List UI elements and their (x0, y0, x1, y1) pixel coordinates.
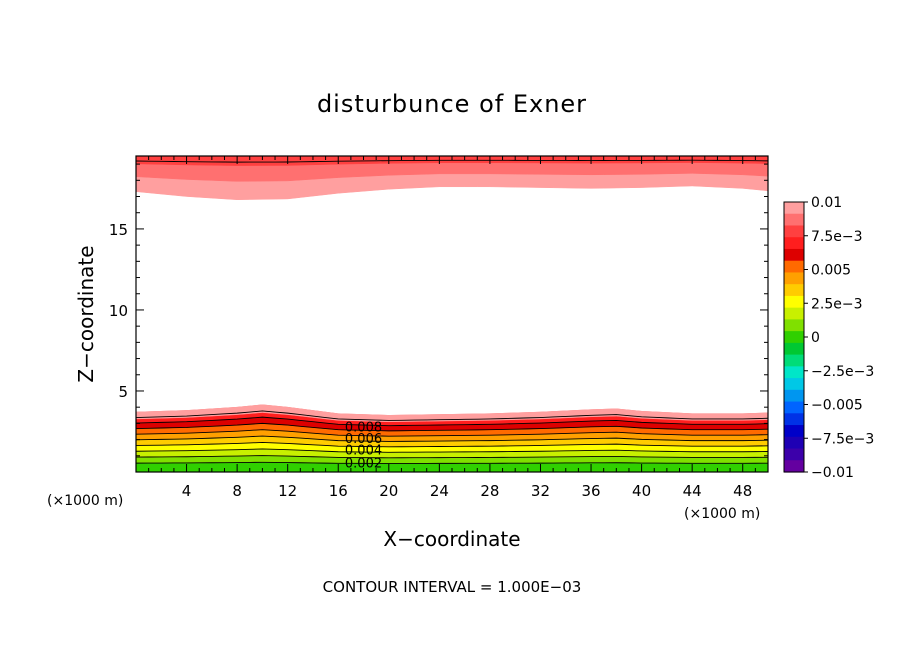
colorbar-label: 0 (811, 330, 820, 346)
colorbar-swatch (784, 366, 804, 379)
y-tick-label: 5 (118, 383, 128, 401)
colorbar-swatch (784, 284, 804, 297)
x-unit-left: (×1000 m) (47, 493, 123, 509)
contour-line (136, 410, 768, 421)
x-tick-label: 28 (480, 482, 499, 500)
contour-line (136, 159, 768, 163)
contour-line (136, 416, 768, 427)
colorbar-swatch (784, 319, 804, 332)
x-tick-label: 24 (430, 482, 449, 500)
colorbar-label: −0.005 (811, 398, 863, 414)
colorbar-swatch (784, 237, 804, 250)
contour-line (136, 448, 768, 453)
colorbar-swatch (784, 331, 804, 344)
colorbar-swatch (784, 389, 804, 403)
colorbar-swatch (784, 202, 804, 215)
x-axis-label: X−coordinate (383, 527, 520, 551)
contour-label: 0.004 (345, 443, 382, 458)
contour-label: 0.006 (345, 432, 382, 447)
x-tick-label: 44 (683, 482, 702, 500)
colorbar-label: 0.01 (811, 195, 842, 211)
contour-band (136, 404, 768, 423)
contour-line (136, 429, 768, 437)
colorbar-label: −7.5e−3 (811, 431, 874, 447)
colorbar-label: −2.5e−3 (811, 364, 874, 380)
x-tick-label: 8 (232, 482, 242, 500)
contour-line (136, 435, 768, 442)
x-tick-label: 48 (733, 482, 752, 500)
colorbar-swatch (784, 295, 804, 309)
colorbar-swatch (784, 272, 804, 285)
contour-line (136, 455, 768, 459)
colorbar-swatch (784, 401, 804, 414)
colorbar-swatch (784, 225, 804, 238)
colorbar-label: 7.5e−3 (811, 229, 863, 245)
colorbar-swatch (784, 378, 804, 391)
x-tick-label: 16 (329, 482, 348, 500)
colorbar-swatch (784, 413, 804, 426)
contour-line (136, 441, 768, 448)
colorbar: 0.01 7.5e−3 0.005 2.5e−3 0 −2.5e−3 −0.005 −7.5e… (783, 195, 874, 481)
colorbar-swatch (784, 260, 804, 274)
colorbar-swatch (784, 354, 804, 367)
colorbar-swatch (784, 436, 804, 450)
y-tick-label: 15 (109, 221, 128, 239)
colorbar-swatch (784, 425, 804, 438)
contour-label: 0.008 (345, 421, 382, 436)
colorbar-swatch (784, 213, 804, 227)
colorbar-label: 2.5e−3 (811, 296, 863, 312)
contour-label: 0.002 (345, 456, 382, 471)
contour-lines (136, 159, 768, 464)
contour-line (136, 422, 768, 432)
contour-interval-note: CONTOUR INTERVAL = 1.000E−03 (323, 578, 582, 596)
x-tick-label: 12 (278, 482, 297, 500)
colorbar-swatch (784, 460, 804, 473)
x-unit-right: (×1000 m) (684, 506, 760, 522)
x-tick-label: 32 (531, 482, 550, 500)
x-tick-label: 20 (379, 482, 398, 500)
x-tick-label: 4 (182, 482, 192, 500)
colorbar-swatch (784, 307, 804, 320)
contour-band (136, 156, 768, 166)
contour-line (136, 461, 768, 464)
colorbar-swatch (784, 342, 804, 356)
colorbar-swatch (784, 448, 804, 461)
x-tick-label: 36 (581, 482, 600, 500)
colorbar-label: 0.005 (811, 263, 851, 279)
colorbar-label: −0.01 (811, 465, 854, 481)
y-tick-label: 10 (109, 302, 128, 320)
x-tick-label: 40 (632, 482, 651, 500)
colorbar-swatch (784, 248, 804, 262)
y-axis-label: Z−coordinate (74, 245, 98, 382)
chart-title: disturbunce of Exner (317, 90, 587, 118)
